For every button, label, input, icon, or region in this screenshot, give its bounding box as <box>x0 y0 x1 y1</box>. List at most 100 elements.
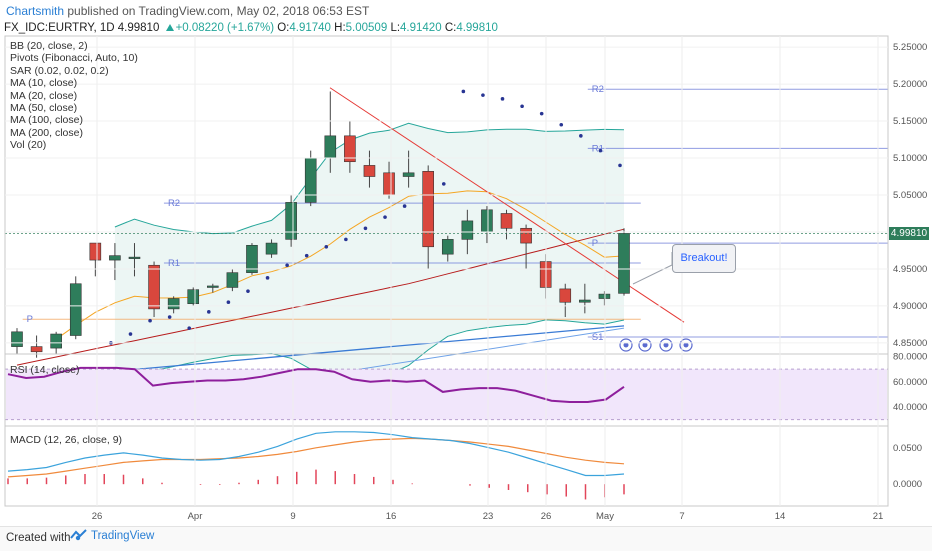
symbol-line: FX_IDC:EURTRY, 1D 4.99810 +0.08220 (+1.6… <box>4 22 498 34</box>
macd-tick-label: 0.0500 <box>893 443 922 454</box>
sar-dot <box>481 93 485 97</box>
candle-body <box>246 244 258 273</box>
sar-dot <box>383 215 387 219</box>
created-with-label: Created with <box>6 532 71 544</box>
sar-dot <box>539 111 544 116</box>
price-change: +0.08220 (+1.67%) <box>175 22 275 34</box>
price-pane[interactable]: R2 R1 P R2 R1 P S1 <box>5 84 888 381</box>
macd-signal-line <box>7 437 625 478</box>
candle-body <box>559 288 572 303</box>
close-value: 4.99810 <box>456 22 498 34</box>
candle-body <box>304 157 317 203</box>
candle-body <box>50 333 62 349</box>
bollinger-band-fill <box>114 123 625 380</box>
last-price-tag: 4.99810 <box>889 227 929 240</box>
sar-dot <box>363 226 368 231</box>
indicator-ma200[interactable]: MA (200, close) <box>10 126 83 139</box>
axes: 26 Apr 9 16 23 26 May 7 14 21 5.25000 5.20000 5.1500… <box>4 35 927 522</box>
sar-dot <box>207 310 211 314</box>
sar-dot <box>579 134 583 138</box>
candle-body <box>128 256 141 259</box>
sar-dot <box>246 289 250 293</box>
indicator-ma50[interactable]: MA (50, close) <box>10 102 78 115</box>
sar-dot <box>559 122 564 127</box>
pivot-label-r1: R1 <box>592 143 604 154</box>
sar-dot <box>285 263 289 268</box>
candle-body <box>148 264 160 310</box>
close-label: C: <box>444 22 457 34</box>
candle-body <box>500 213 513 229</box>
candle-body <box>441 239 454 255</box>
sar-dot <box>167 315 172 319</box>
pivot-label-p: P <box>27 314 33 325</box>
rsi-pane[interactable] <box>5 366 888 421</box>
candle-body <box>207 285 219 288</box>
sar-dot <box>520 104 524 109</box>
sar-dot <box>618 163 622 168</box>
up-arrow-icon <box>165 24 174 31</box>
x-tick-label: 9 <box>290 511 295 522</box>
x-tick-label: 16 <box>386 511 397 522</box>
price-tick-label: 4.85000 <box>893 338 927 349</box>
indicator-ma20[interactable]: MA (20, close) <box>10 89 78 102</box>
candle-body <box>344 135 356 163</box>
symbol-name[interactable]: FX_IDC:EURTRY, 1D <box>4 22 115 34</box>
sar-dot <box>226 300 231 305</box>
candle-body <box>579 299 591 303</box>
indicator-legend: BB (20, close, 2) Pivots (Fibonacci, Aut… <box>10 40 138 152</box>
rsi-line <box>7 366 625 403</box>
footer: Created with TradingView <box>0 526 932 551</box>
indicator-pivots[interactable]: Pivots (Fibonacci, Auto, 10) <box>10 52 138 65</box>
indicator-bb[interactable]: BB (20, close, 2) <box>10 40 88 52</box>
callout-pointer <box>632 252 673 285</box>
sar-dot <box>304 253 309 258</box>
author-link[interactable]: Chartsmith <box>6 4 65 18</box>
candle-body <box>324 135 337 159</box>
candle-body <box>598 293 611 299</box>
pivot-label-r2: R2 <box>168 198 180 209</box>
candle-body <box>187 289 200 305</box>
x-tick-label: 14 <box>775 511 786 522</box>
x-tick-label: Apr <box>188 511 203 522</box>
candle-body <box>69 283 82 336</box>
indicator-ma100[interactable]: MA (100, close) <box>10 114 83 127</box>
sar-dot <box>148 318 152 323</box>
sar-dot <box>500 97 505 101</box>
rsi-band <box>6 369 887 420</box>
high-label: H: <box>334 22 346 34</box>
pivot-label-p: P <box>592 238 598 249</box>
candle-body <box>520 227 532 244</box>
rsi-tick-label: 60.0000 <box>893 377 927 388</box>
macd-pane-border <box>4 425 889 507</box>
high-value: 5.00509 <box>345 22 388 34</box>
breakout-callout[interactable]: Breakout! <box>672 244 736 273</box>
indicator-vol[interactable]: Vol (20) <box>10 139 47 152</box>
macd-pane[interactable] <box>7 431 625 500</box>
candle-body <box>89 242 102 261</box>
last-price: 4.99810 <box>117 22 160 34</box>
rsi-tick-label: 40.0000 <box>893 402 927 413</box>
sar-dot <box>461 89 466 94</box>
candle-body <box>109 255 121 261</box>
macd-tick-label: 0.0000 <box>893 479 922 490</box>
rsi-tick-label: 80.0000 <box>893 352 927 363</box>
candle-body <box>167 298 180 310</box>
publish-text: published on TradingView.com, May 02, 20… <box>67 4 370 18</box>
tradingview-logo[interactable]: TradingView <box>70 529 154 542</box>
pivot-label-r2: R2 <box>592 84 604 95</box>
sar-dot <box>402 204 407 208</box>
macd-title[interactable]: MACD (12, 26, close, 9) <box>10 434 123 446</box>
price-tick-label: 4.90000 <box>893 301 927 312</box>
tradingview-icon <box>70 529 87 541</box>
rsi-title[interactable]: RSI (14, close) <box>10 364 80 376</box>
sar-dot <box>324 244 329 249</box>
candle-body <box>11 331 23 347</box>
price-tick-label: 5.05000 <box>893 190 927 201</box>
candle-body <box>402 172 415 177</box>
sar-dot <box>187 326 192 330</box>
indicator-ma10[interactable]: MA (10, close) <box>10 77 78 90</box>
x-tick-label: May <box>596 511 614 522</box>
indicator-sar[interactable]: SAR (0.02, 0.02, 0.2) <box>10 64 109 77</box>
candle-body <box>618 233 630 294</box>
